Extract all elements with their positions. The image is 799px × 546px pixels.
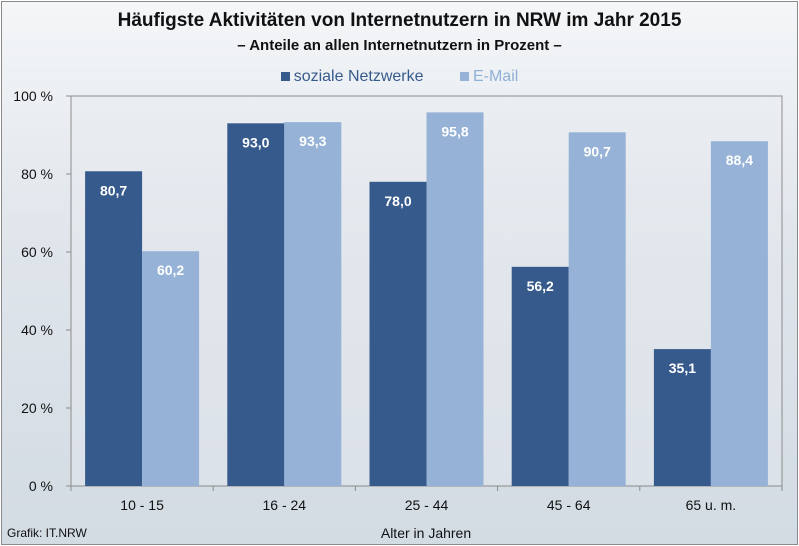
bar-s2-2 [426, 112, 484, 486]
y-tick-label: 20 % [21, 400, 53, 416]
bar-label-s2-3: 90,7 [584, 143, 611, 159]
chart-subtitle: – Anteile an allen Internetnutzern in Pr… [237, 37, 562, 54]
legend: soziale Netzwerke E-Mail [2, 68, 797, 86]
legend-label-series1: soziale Netzwerke [293, 68, 424, 85]
y-tick-label: 0 % [29, 478, 53, 494]
x-axis: 10 - 15 16 - 24 25 - 44 45 - 64 65 u. m. [70, 486, 783, 513]
bar-label-s2-4: 88,4 [726, 152, 753, 168]
bar-s2-4 [710, 141, 768, 487]
x-tick-label: 16 - 24 [263, 497, 307, 513]
legend-swatch-series2 [459, 72, 469, 81]
bar-s1-2 [369, 181, 427, 487]
bar-label-s1-0: 80,7 [100, 182, 127, 198]
legend-item-series1: soziale Netzwerke [280, 68, 424, 86]
bar-s1-1 [227, 123, 285, 487]
y-tick-label: 100 % [13, 88, 53, 104]
bar-s1-0 [85, 171, 143, 486]
bar-label-s1-2: 78,0 [384, 193, 411, 209]
y-tick-label: 40 % [21, 322, 53, 338]
source-credit: Grafik: IT.NRW [7, 526, 87, 540]
legend-label-series2: E-Mail [472, 68, 519, 85]
bar-s2-1 [284, 122, 342, 486]
bar-label-s1-4: 35,1 [669, 360, 696, 376]
bar-label-s1-3: 56,2 [527, 278, 554, 294]
y-tick-label: 80 % [21, 166, 53, 182]
x-tick-label: 10 - 15 [120, 497, 164, 513]
legend-swatch-series1 [280, 72, 290, 81]
y-axis: 0 % 20 % 40 % 60 % 80 % 100 % [13, 88, 71, 494]
chart-title: Häufigste Aktivitäten von Internetnutzer… [117, 10, 682, 31]
x-tick-label: 45 - 64 [547, 497, 591, 513]
x-tick-label: 25 - 44 [405, 497, 449, 513]
bar-label-s2-1: 93,3 [299, 133, 326, 149]
bar-label-s2-0: 60,2 [157, 262, 184, 278]
y-tick-label: 60 % [21, 244, 53, 260]
bar-label-s2-2: 95,8 [441, 123, 468, 139]
x-axis-label: Alter in Jahren [381, 525, 471, 541]
bar-s1-4 [653, 349, 711, 486]
bar-label-s1-1: 93,0 [242, 134, 269, 150]
bar-s2-3 [568, 132, 626, 486]
bar-s1-3 [511, 266, 569, 486]
bars: 80,7 93,0 78,0 56,2 35,1 60,2 93,3 95,8 90,7 88,4 [85, 112, 768, 487]
bar-s2-0 [142, 251, 200, 486]
x-tick-label: 65 u. m. [686, 497, 737, 513]
legend-item-series2: E-Mail [459, 68, 519, 86]
